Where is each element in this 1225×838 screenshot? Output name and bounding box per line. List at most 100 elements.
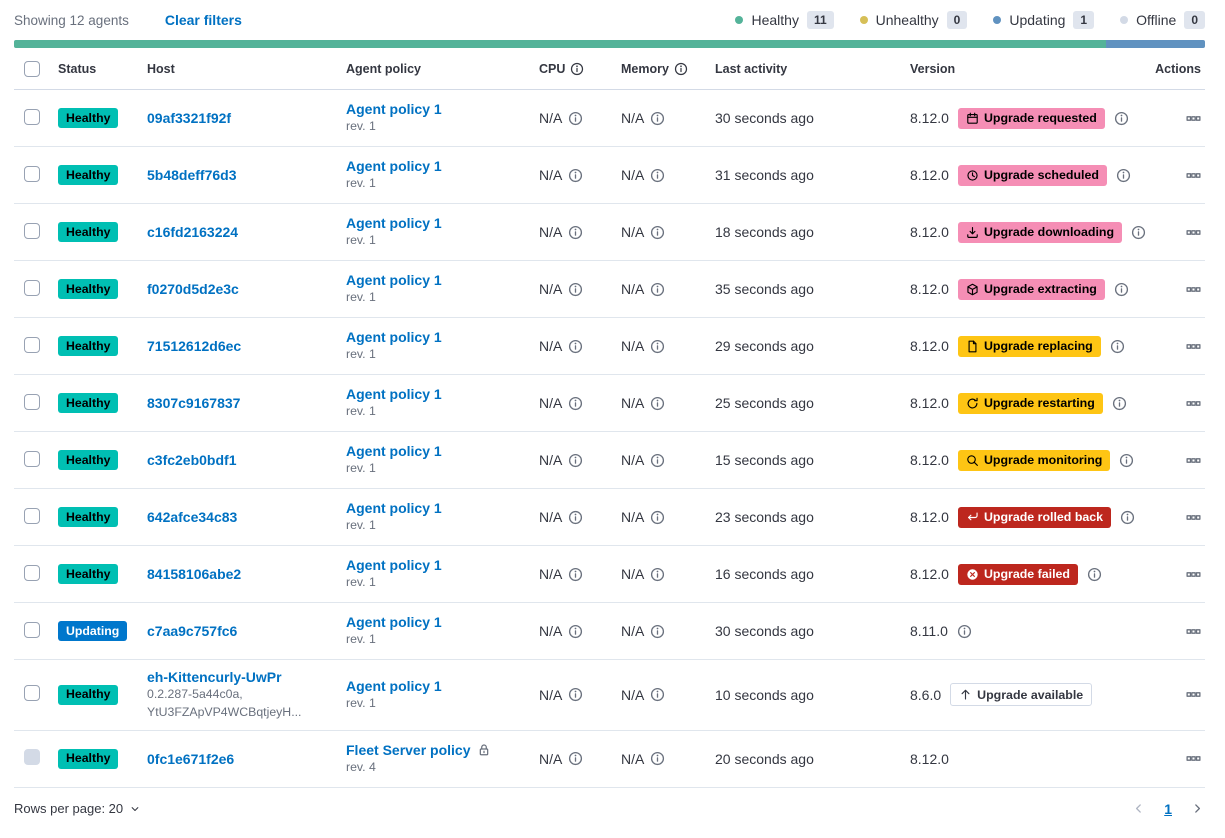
policy-revision: rev. 1 xyxy=(346,347,376,362)
agent-policy-link[interactable]: Agent policy 1 xyxy=(346,272,442,289)
row-checkbox[interactable] xyxy=(24,450,40,467)
clear-filters-link[interactable]: Clear filters xyxy=(164,12,242,28)
legend-count-badge: 0 xyxy=(1184,11,1205,29)
memory-value: N/A xyxy=(621,686,645,703)
download-icon xyxy=(967,226,978,238)
status-badge: Healthy xyxy=(58,564,119,584)
row-checkbox[interactable] xyxy=(24,564,40,581)
agent-policy-link[interactable]: Agent policy 1 xyxy=(346,443,442,460)
agent-policy-link[interactable]: Agent policy 1 xyxy=(346,614,442,631)
actions-icon xyxy=(1186,756,1201,762)
agent-policy-link[interactable]: Agent policy 1 xyxy=(346,557,442,574)
legend-label: Offline xyxy=(1136,12,1177,28)
upgrade-status-label: Upgrade restarting xyxy=(983,396,1095,410)
actions-menu-button[interactable] xyxy=(1184,685,1203,704)
actions-menu-button[interactable] xyxy=(1184,166,1203,185)
version-value: 8.12.0 xyxy=(910,338,949,354)
upgrade-status-badge: Upgrade failed xyxy=(957,563,1079,585)
upgrade-status-label: Upgrade replacing xyxy=(983,339,1093,353)
column-header-status: Status xyxy=(58,61,97,76)
chevron-down-icon xyxy=(131,807,139,811)
agent-policy-link[interactable]: Agent policy 1 xyxy=(346,158,442,175)
actions-menu-button[interactable] xyxy=(1184,622,1203,641)
memory-info-icon xyxy=(651,567,665,581)
actions-menu-button[interactable] xyxy=(1184,749,1203,768)
version-value: 8.6.0 xyxy=(910,686,942,703)
version-value: 8.12.0 xyxy=(910,750,949,767)
next-page-button[interactable] xyxy=(1190,801,1205,816)
host-link[interactable]: eh-Kittencurly-UwPr xyxy=(147,669,282,685)
table-row: Updating c7aa9c757fc6 Agent policy 1 rev. 1… xyxy=(14,603,1205,660)
chevron-right-icon xyxy=(1195,804,1201,814)
actions-menu-button[interactable] xyxy=(1184,565,1203,584)
version-value: 8.12.0 xyxy=(910,509,949,525)
row-checkbox[interactable] xyxy=(24,222,40,239)
agent-policy-link[interactable]: Agent policy 1 xyxy=(346,329,442,346)
actions-menu-button[interactable] xyxy=(1184,508,1203,527)
host-link[interactable]: 5b48deff76d3 xyxy=(147,167,237,183)
actions-menu-button[interactable] xyxy=(1184,451,1203,470)
row-checkbox[interactable] xyxy=(24,108,40,125)
host-link[interactable]: 642afce34c83 xyxy=(147,509,238,525)
agent-policy-link[interactable]: Agent policy 1 xyxy=(346,215,442,232)
actions-menu-button[interactable] xyxy=(1184,280,1203,299)
actions-menu-button[interactable] xyxy=(1184,223,1203,242)
host-link[interactable]: 84158106abe2 xyxy=(147,566,242,582)
host-link[interactable]: 0fc1e671f2e6 xyxy=(147,750,235,767)
clock-icon xyxy=(967,169,978,181)
row-checkbox[interactable] xyxy=(24,336,40,353)
row-checkbox[interactable] xyxy=(24,165,40,182)
actions-menu-button[interactable] xyxy=(1184,394,1203,413)
memory-info-icon xyxy=(651,510,665,524)
version-value: 8.12.0 xyxy=(910,566,949,582)
host-link[interactable]: 09af3321f92f xyxy=(147,110,232,126)
memory-value: N/A xyxy=(621,566,645,582)
agent-policy-link[interactable]: Agent policy 1 xyxy=(346,101,442,118)
upgrade-status-badge: Upgrade available xyxy=(950,683,1093,707)
row-checkbox[interactable] xyxy=(24,685,40,702)
calendar-icon xyxy=(967,112,978,124)
memory-info-icon xyxy=(651,752,665,766)
host-link[interactable]: c7aa9c757fc6 xyxy=(147,623,238,639)
row-checkbox[interactable] xyxy=(24,393,40,410)
agent-policy-link[interactable]: Fleet Server policy xyxy=(346,741,471,758)
host-link[interactable]: f0270d5d2e3c xyxy=(147,281,239,297)
agent-policy-link[interactable]: Agent policy 1 xyxy=(346,677,442,694)
actions-menu-button[interactable] xyxy=(1184,109,1203,128)
select-all-checkbox[interactable] xyxy=(24,60,40,77)
column-header-actions: Actions xyxy=(1155,61,1201,76)
host-link[interactable]: c16fd2163224 xyxy=(147,224,239,240)
row-checkbox[interactable] xyxy=(24,507,40,524)
column-header-last-activity: Last activity xyxy=(715,61,788,76)
page-1-button[interactable]: 1 xyxy=(1164,800,1172,817)
host-link[interactable]: c3fc2eb0bdf1 xyxy=(147,452,237,468)
host-link[interactable]: 8307c9167837 xyxy=(147,395,241,411)
actions-menu-button[interactable] xyxy=(1184,337,1203,356)
last-activity-value: 23 seconds ago xyxy=(715,509,814,525)
status-badge: Healthy xyxy=(58,108,119,128)
rows-per-page-button[interactable]: Rows per page: 20 xyxy=(14,801,141,816)
version-value: 8.11.0 xyxy=(910,623,948,639)
agent-policy-link[interactable]: Agent policy 1 xyxy=(346,500,442,517)
row-checkbox[interactable] xyxy=(24,621,40,638)
host-link[interactable]: 71512612d6ec xyxy=(147,338,242,354)
last-activity-value: 20 seconds ago xyxy=(715,750,814,767)
memory-value: N/A xyxy=(621,338,645,354)
actions-icon xyxy=(1186,514,1201,520)
upgrade-status-badge: Upgrade replacing xyxy=(957,335,1101,357)
agent-health-bar xyxy=(14,40,1205,48)
cpu-value: N/A xyxy=(539,167,563,183)
upgrade-details-info-icon xyxy=(1120,510,1135,524)
pagination: 1 xyxy=(1131,801,1205,817)
previous-page-button[interactable] xyxy=(1131,801,1146,816)
agent-policy-link[interactable]: Agent policy 1 xyxy=(346,386,442,403)
policy-revision: rev. 1 xyxy=(346,233,376,248)
actions-icon xyxy=(1186,286,1201,292)
memory-value: N/A xyxy=(621,750,645,767)
table-row: Healthy c16fd2163224 Agent policy 1 rev. 1 N… xyxy=(14,204,1205,261)
policy-revision: rev. 1 xyxy=(346,461,376,476)
version-value: 8.12.0 xyxy=(910,224,949,240)
upgrade-status-label: Upgrade failed xyxy=(983,567,1071,581)
policy-revision: rev. 1 xyxy=(346,119,376,134)
row-checkbox[interactable] xyxy=(24,279,40,296)
